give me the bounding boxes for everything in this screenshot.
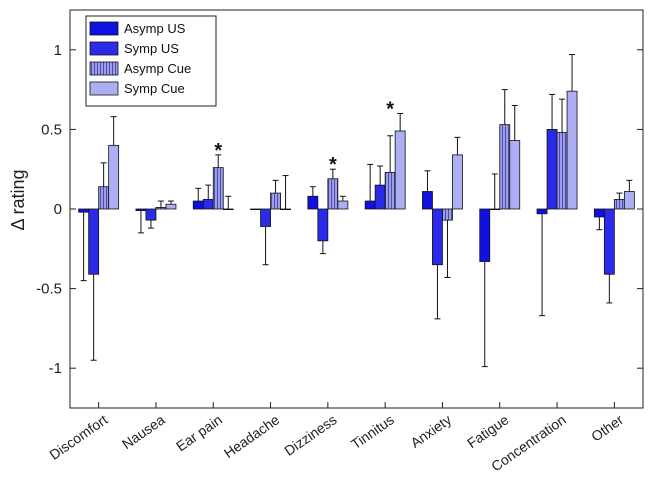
legend-label: Symp US (124, 41, 179, 56)
y-tick-label: 1 (54, 42, 62, 59)
bar (536, 208, 548, 215)
bar (135, 208, 147, 211)
significance-star: * (386, 98, 394, 120)
x-category-label: Dizziness (281, 411, 339, 458)
bar (432, 208, 443, 266)
significance-star: * (214, 140, 222, 162)
bar (499, 124, 511, 210)
bar (394, 130, 406, 210)
x-category-label: Headache (221, 411, 283, 461)
bar (384, 171, 396, 210)
bar (374, 184, 386, 210)
error-bars-layer (80, 54, 633, 368)
bar (280, 208, 291, 211)
legend-label: Asymp Cue (124, 61, 191, 76)
legend-label: Asymp US (124, 21, 186, 36)
bar (88, 208, 100, 275)
bar (613, 199, 625, 210)
legend-label: Symp Cue (124, 81, 185, 96)
bar (593, 208, 605, 218)
bar (307, 195, 319, 210)
bar (489, 208, 501, 211)
significance-annotations: * * * (214, 98, 394, 176)
bar (155, 207, 167, 210)
bar (78, 208, 90, 213)
y-tick-label: 0.5 (41, 121, 62, 138)
bar (364, 200, 376, 210)
y-tick-label: -1 (49, 360, 62, 377)
bar (422, 191, 433, 210)
bar (479, 208, 491, 262)
bar (260, 208, 271, 227)
bar (222, 208, 234, 211)
bars-layer (78, 90, 635, 408)
significance-star: * (329, 154, 337, 176)
legend-swatch (89, 21, 119, 36)
bar (250, 208, 261, 211)
bar (603, 208, 615, 275)
x-category-label: Tinnitus (348, 411, 397, 452)
bar (270, 192, 281, 210)
x-category-label: Fatigue (464, 411, 512, 451)
x-category-label: Anxiety (407, 411, 454, 450)
bar (337, 200, 349, 210)
legend-swatch (89, 61, 119, 76)
bar (546, 128, 558, 210)
bar (165, 203, 177, 210)
bar (98, 186, 110, 210)
x-category-label: Ear pain (173, 411, 225, 454)
legend: Asymp US Symp US Asymp Cue Symp Cue (85, 15, 217, 107)
bar (317, 208, 329, 242)
bar (202, 199, 214, 210)
x-category-label: Nausea (119, 411, 168, 452)
bar (212, 167, 224, 210)
bar (509, 140, 521, 210)
x-category-label: Other (588, 411, 626, 444)
y-axis-label: Δ rating (8, 169, 28, 230)
bar (327, 178, 339, 210)
bar (442, 208, 453, 221)
bar (556, 132, 568, 210)
y-axis-ticks: -1 -0.5 0 0.5 1 (36, 42, 643, 377)
x-category-label: Discomfort (46, 411, 110, 463)
bar (452, 154, 463, 210)
bar (192, 200, 204, 210)
y-tick-label: 0 (54, 201, 62, 218)
bar (623, 191, 635, 210)
bar (566, 90, 578, 210)
bar (108, 144, 120, 210)
legend-swatch (89, 41, 119, 56)
bar (145, 208, 157, 221)
legend-swatch (89, 81, 119, 96)
y-tick-label: -0.5 (36, 281, 62, 298)
